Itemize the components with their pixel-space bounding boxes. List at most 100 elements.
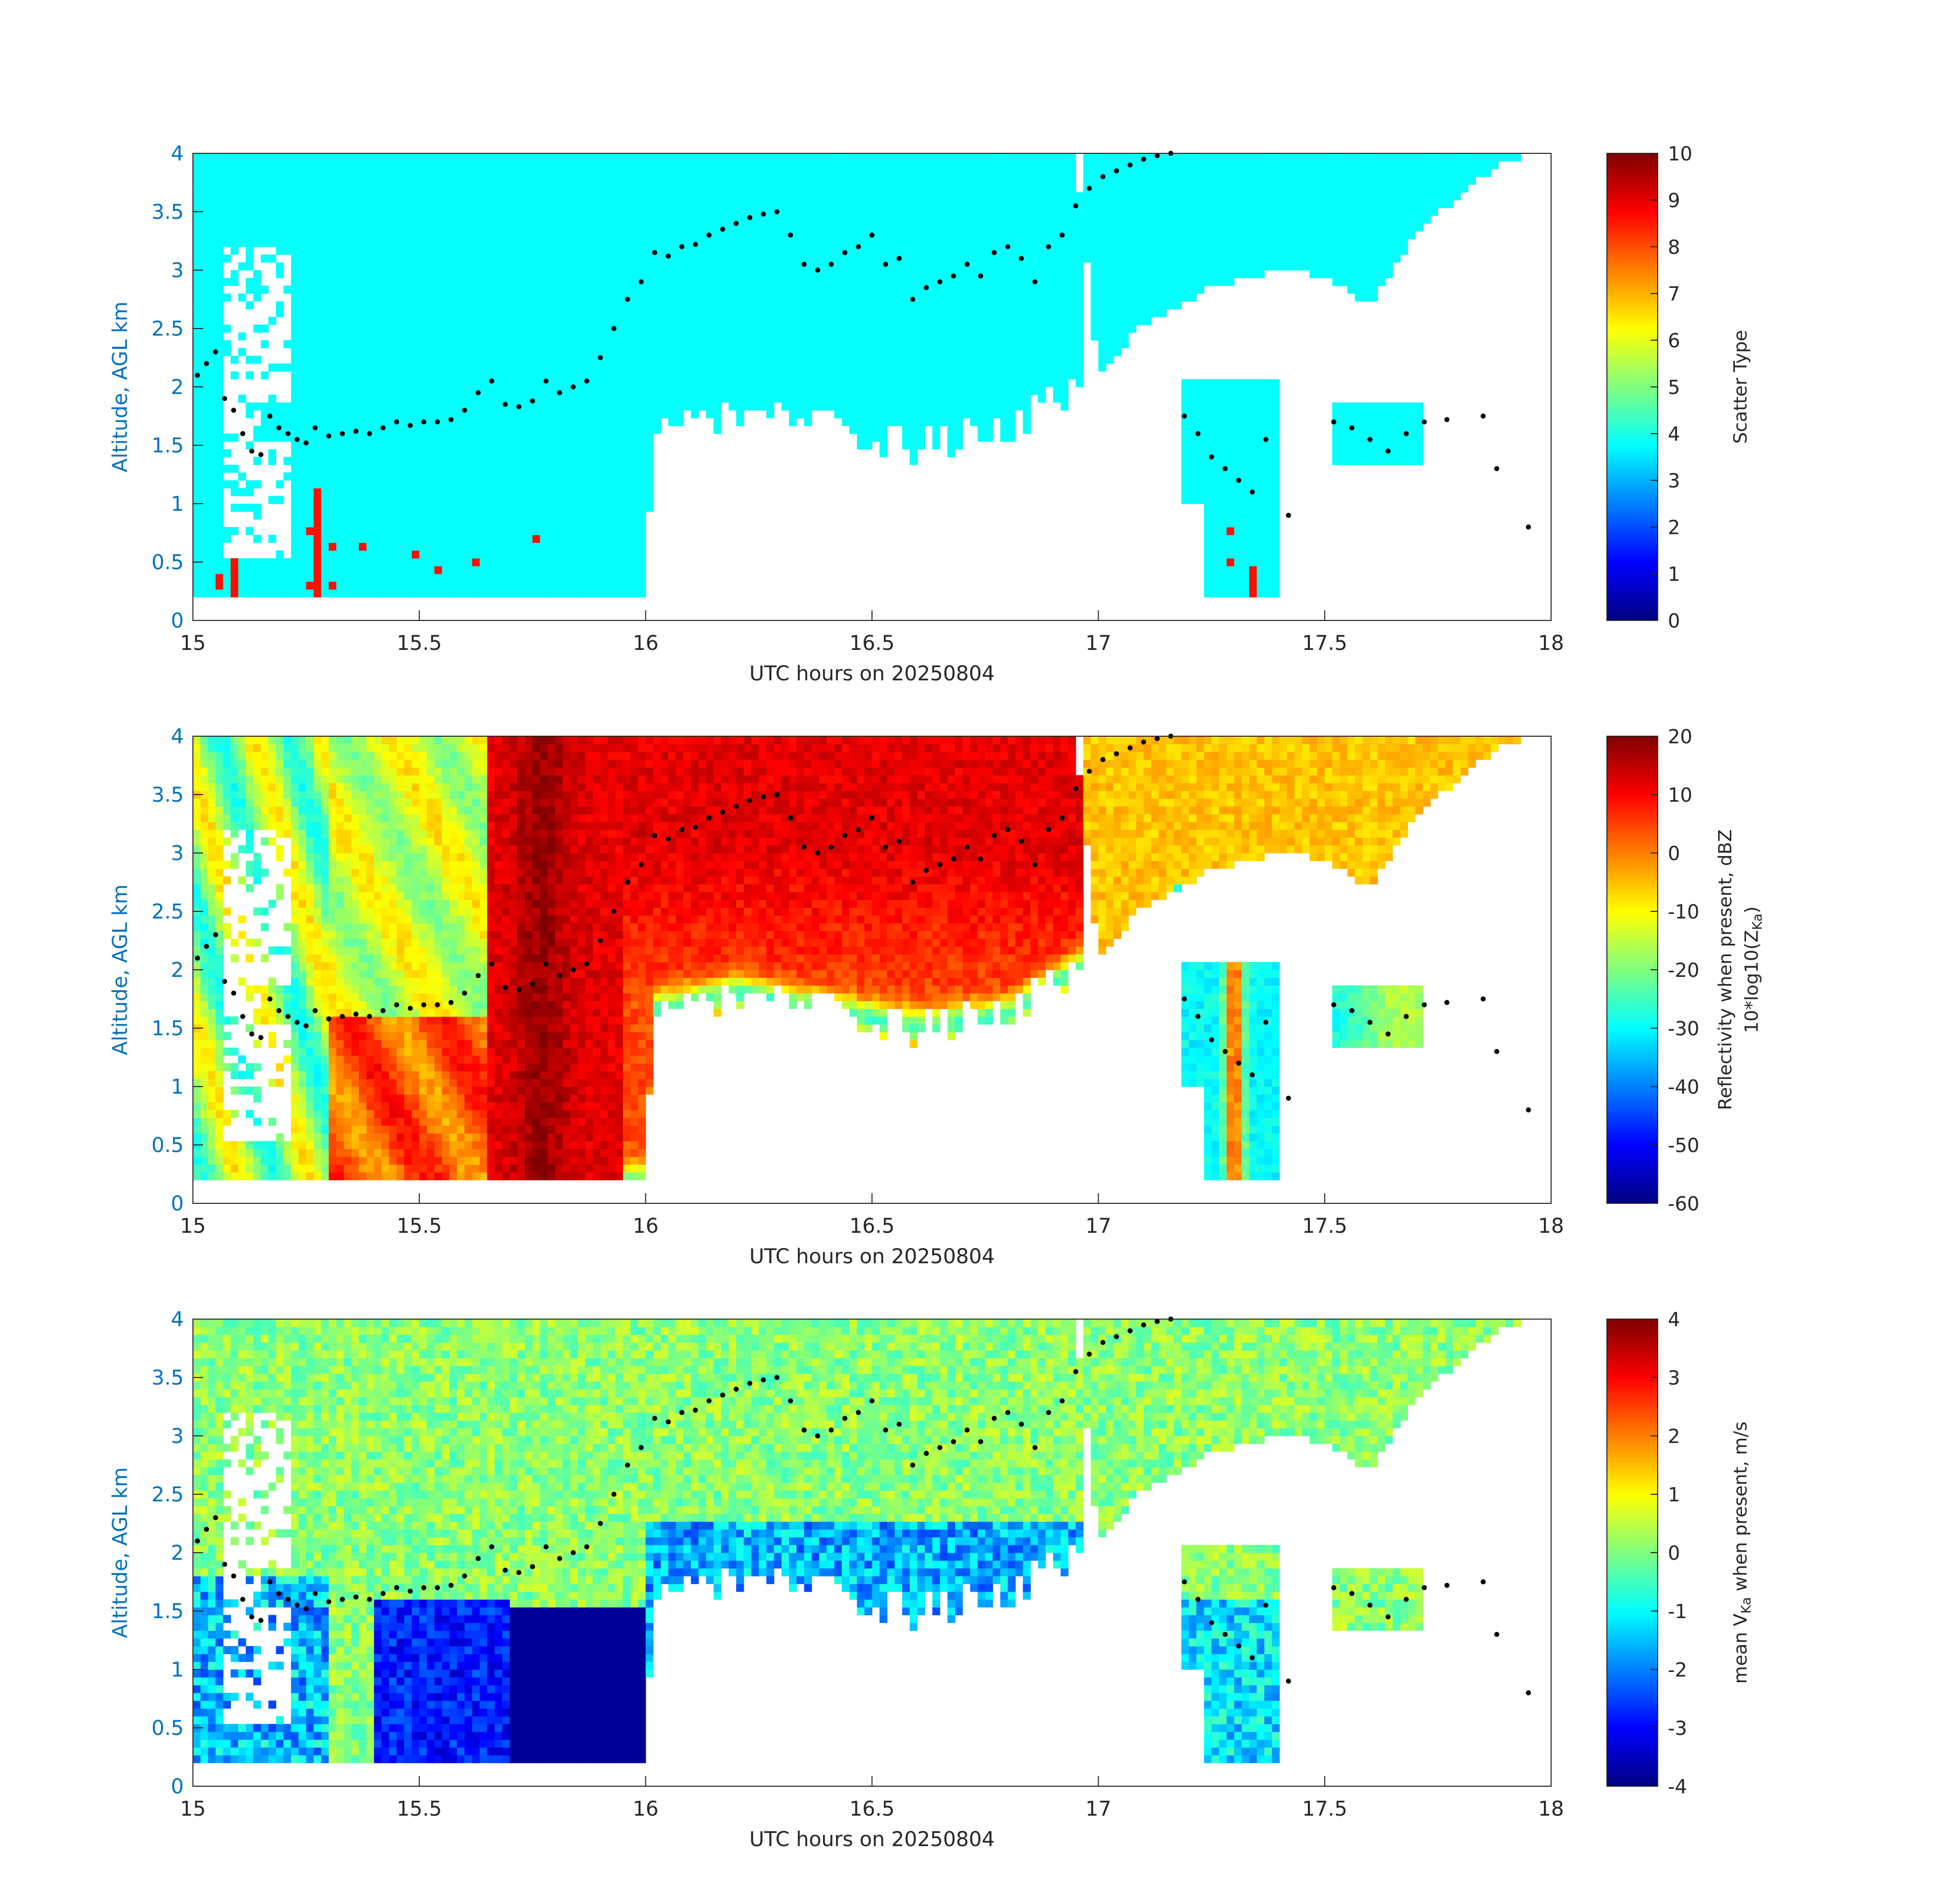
heatmap-cell (358, 542, 367, 551)
heatmap-cell (577, 285, 586, 294)
heatmap-cell (653, 215, 661, 224)
heatmap-cell (358, 558, 367, 567)
heatmap-cell (321, 309, 330, 317)
heatmap-cell (1030, 293, 1039, 302)
heatmap-cell (977, 379, 986, 387)
heatmap-cell (465, 550, 473, 559)
heatmap-cell (585, 418, 594, 426)
heatmap-cell (540, 278, 548, 286)
heatmap-cell (842, 215, 850, 224)
heatmap-cell (690, 192, 699, 201)
heatmap-cell (977, 301, 986, 310)
heatmap-cell (796, 161, 805, 170)
heatmap-cell (540, 387, 548, 395)
heatmap-cell (344, 293, 352, 302)
heatmap-cell (1015, 285, 1024, 294)
heatmap-cell (510, 332, 518, 341)
heatmap-cell (246, 208, 254, 216)
heatmap-cell (524, 558, 533, 567)
heatmap-cell (879, 177, 887, 185)
heatmap-cell (465, 519, 473, 528)
heatmap-cell (540, 200, 548, 208)
heatmap-cell (917, 387, 926, 395)
heatmap-cell (585, 324, 594, 333)
heatmap-cell (585, 223, 594, 232)
heatmap-cell (442, 247, 450, 255)
heatmap-cell (872, 262, 880, 271)
heatmap-cell (366, 247, 375, 255)
heatmap-cell (555, 527, 563, 535)
heatmap-cell (962, 410, 971, 418)
heatmap-cell (947, 278, 956, 286)
heatmap-cell (502, 480, 510, 488)
heatmap-cell (615, 434, 623, 442)
heatmap-cell (925, 402, 933, 411)
heatmap-cell (465, 262, 473, 271)
heatmap-cell (630, 301, 639, 310)
heatmap-cell (970, 387, 978, 395)
heatmap-cell (1015, 324, 1024, 333)
heatmap-cell (540, 309, 548, 317)
heatmap-cell (540, 324, 548, 333)
heatmap-cell (524, 355, 533, 364)
heatmap-cell (781, 387, 789, 395)
heatmap-cell (465, 511, 473, 520)
heatmap-cell (510, 402, 518, 411)
heatmap-cell (766, 161, 774, 170)
heatmap-cell (593, 558, 601, 567)
heatmap-cell (977, 215, 986, 224)
heatmap-cell (366, 558, 375, 567)
heatmap-cell (917, 410, 926, 418)
heatmap-cell (366, 402, 375, 411)
heatmap-cell (577, 340, 586, 348)
heatmap-cell (563, 488, 571, 497)
heatmap-cell (472, 231, 480, 240)
heatmap-cell (849, 278, 858, 286)
heatmap-cell (404, 215, 412, 224)
heatmap-cell (593, 231, 601, 240)
heatmap-cell (215, 184, 224, 193)
heatmap-cell (517, 511, 525, 520)
heatmap-cell (676, 355, 684, 364)
heatmap-cell (593, 472, 601, 481)
heatmap-cell (374, 511, 382, 520)
heatmap-cell (193, 223, 201, 232)
heatmap-cell (736, 177, 744, 185)
heatmap-cell (1023, 184, 1031, 193)
heatmap-cell (796, 231, 805, 240)
heatmap-cell (381, 418, 389, 426)
heatmap-cell (434, 317, 443, 325)
heatmap-cell (563, 231, 571, 240)
heatmap-cell (917, 239, 926, 247)
heatmap-cell (268, 161, 277, 170)
heatmap-cell (909, 434, 918, 442)
heatmap-cell (683, 231, 692, 240)
heatmap-cell (215, 434, 224, 442)
heatmap-cell (479, 504, 488, 512)
heatmap-cell (547, 309, 555, 317)
heatmap-cell (404, 317, 412, 325)
heatmap-cell (540, 215, 548, 224)
heatmap-cell (457, 558, 465, 567)
heatmap-cell (313, 348, 322, 356)
heatmap-cell (358, 425, 367, 434)
heatmap-cell (879, 270, 887, 278)
heatmap-cell (811, 215, 820, 224)
heatmap-cell (381, 395, 389, 403)
heatmap-cell (374, 457, 382, 465)
heatmap-cell (615, 161, 623, 170)
heatmap-cell (472, 278, 480, 286)
heatmap-cell (223, 208, 231, 216)
heatmap-cell (645, 293, 654, 302)
heatmap-cell (351, 177, 359, 185)
heatmap-cell (796, 200, 805, 208)
heatmap-cell (563, 200, 571, 208)
heatmap-cell (736, 340, 744, 348)
heatmap-cell (827, 317, 835, 325)
heatmap-cell (608, 153, 616, 161)
heatmap-cell (208, 270, 216, 278)
heatmap-cell (608, 542, 616, 551)
heatmap-cell (593, 519, 601, 528)
heatmap-cell (736, 192, 744, 201)
heatmap-cell (766, 200, 774, 208)
